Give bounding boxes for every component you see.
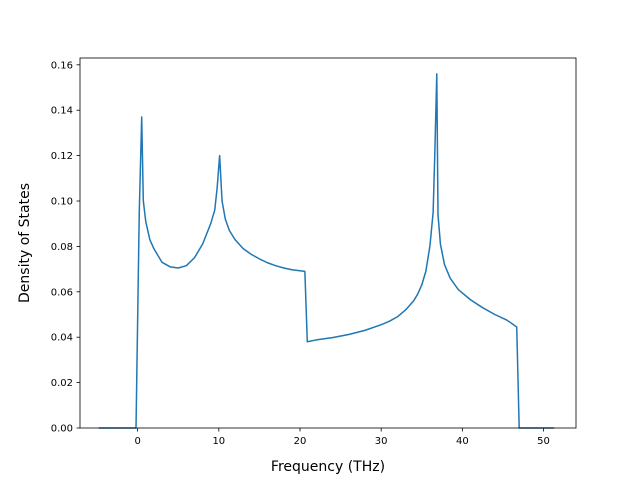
y-tick-label: 0.10 bbox=[51, 197, 73, 208]
y-tick-label: 0.08 bbox=[51, 242, 73, 253]
y-tick-label: 0.14 bbox=[51, 106, 73, 117]
x-ticks: 0 10 20 30 40 50 bbox=[134, 428, 550, 447]
x-tick-label: 0 bbox=[134, 436, 140, 447]
y-axis-label: Density of States bbox=[17, 183, 33, 303]
plot-frame bbox=[79, 57, 577, 429]
x-tick-label: 50 bbox=[537, 436, 550, 447]
x-tick-label: 10 bbox=[212, 436, 225, 447]
y-tick-label: 0.16 bbox=[51, 60, 73, 71]
y-tick-label: 0.06 bbox=[51, 287, 73, 298]
x-axis-label: Frequency (THz) bbox=[271, 459, 385, 475]
y-tick-label: 0.02 bbox=[51, 378, 73, 389]
y-tick-label: 0.00 bbox=[51, 424, 73, 435]
x-tick-label: 40 bbox=[456, 436, 469, 447]
x-tick-label: 20 bbox=[294, 436, 307, 447]
x-tick-label: 30 bbox=[375, 436, 388, 447]
y-ticks: 0.00 0.02 0.04 0.06 0.08 0.10 0.12 0.14 0.16 bbox=[51, 60, 80, 435]
y-tick-label: 0.12 bbox=[51, 151, 73, 162]
y-tick-label: 0.04 bbox=[51, 333, 73, 344]
series-line bbox=[98, 73, 555, 429]
